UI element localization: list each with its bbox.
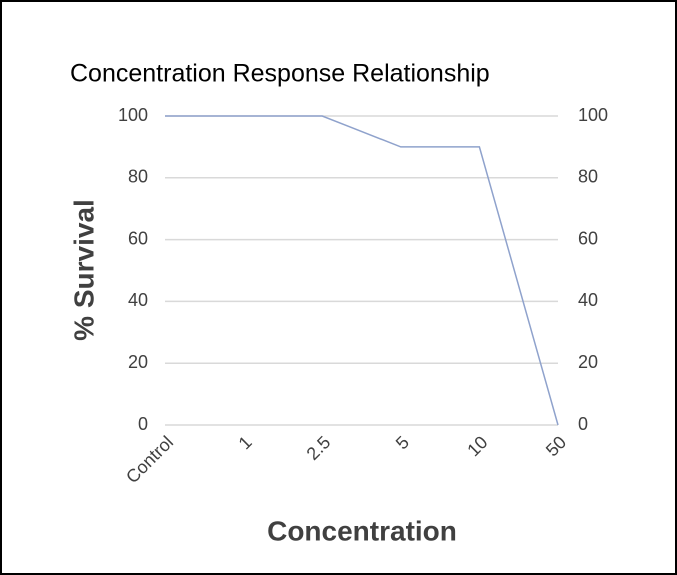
y-tick-label: 40 (128, 290, 148, 310)
x-axis-label: Concentration (267, 515, 457, 546)
y2-tick-label: 0 (578, 414, 588, 434)
y2-tick-label: 100 (578, 105, 608, 125)
y2-tick-label: 60 (578, 228, 598, 248)
chart-title: Concentration Response Relationship (70, 60, 490, 88)
y2-tick-label: 40 (578, 290, 598, 310)
y-tick-label: 80 (128, 167, 148, 187)
y-tick-label: 20 (128, 352, 148, 372)
y2-tick-label: 20 (578, 352, 598, 372)
y2-tick-label: 80 (578, 167, 598, 187)
y-tick-label: 0 (138, 414, 148, 434)
y-tick-label: 60 (128, 228, 148, 248)
y-tick-label: 100 (118, 105, 148, 125)
data-line (165, 115, 559, 426)
y-axis-label: % Survival (68, 199, 99, 341)
